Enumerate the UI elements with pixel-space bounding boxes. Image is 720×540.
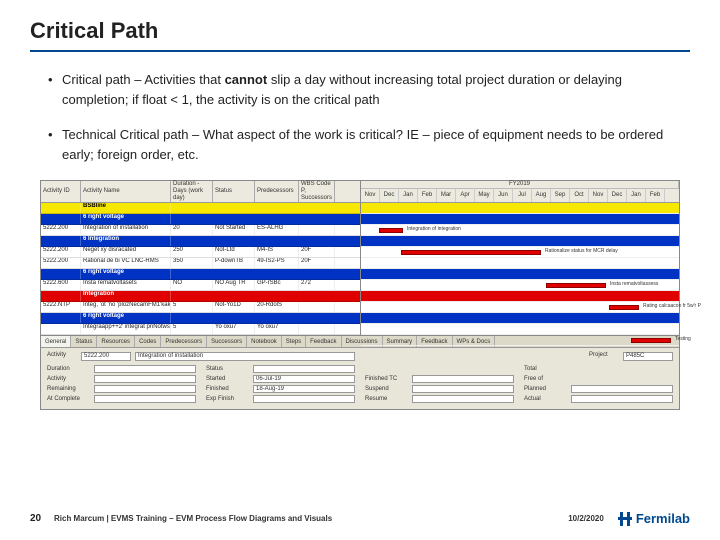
gantt-row: 5222.NTPInteg, 'ot 'no 'plozNecamFM1'kak… (41, 302, 360, 313)
f-started: Started (206, 376, 250, 382)
tl-month: Jul (513, 189, 532, 202)
tl-row (361, 269, 679, 280)
tl-month: Nov (361, 189, 380, 202)
fermilab-logo: Fermilab (618, 511, 690, 526)
page-number: 20 (30, 513, 54, 524)
footer-text: Rich Marcum | EVMS Training – EVM Proces… (54, 514, 568, 523)
tl-body: Integration of integration Rationalize st… (361, 203, 679, 346)
tl-row: Insta rematvoltassess (361, 280, 679, 291)
footer-date: 10/2/2020 (568, 514, 604, 523)
col-pred: Predecessors (255, 181, 299, 202)
f-resume: Resume (365, 396, 409, 402)
detail-panel: Activity 5222.200 Integration of install… (41, 348, 679, 409)
col-status: Status (213, 181, 255, 202)
fermilab-logo-text: Fermilab (636, 511, 690, 526)
project-value: P485C (623, 352, 673, 361)
gantt-row: 5222.600Insta rematvoltasetsNONO Aug TRG… (41, 280, 360, 291)
activity-name: Integration of installation (135, 352, 355, 361)
col-name: Activity Name (81, 181, 171, 202)
bullet-list: • Critical path – Activities that cannot… (48, 70, 690, 164)
tl-row (361, 214, 679, 225)
activity-id: 5222.200 (81, 352, 131, 361)
detail-tab: Resources (97, 336, 135, 347)
gantt-row: 6 right voltage (41, 214, 360, 225)
detail-tab: Predecessors (161, 336, 207, 347)
col-wbs: WBS Code P, Successors (299, 181, 335, 202)
detail-tab: Feedback (306, 336, 341, 347)
gantt-row: 5222.200Rational de bi VC LNC-RMS350P-do… (41, 258, 360, 269)
gantt-row: 5222.200Neget xy disracated250Not-LtdM4-… (41, 247, 360, 258)
detail-tab: Steps (282, 336, 306, 347)
tl-row (361, 291, 679, 302)
gantt-col-headers: Activity ID Activity Name Duration - Day… (41, 181, 360, 203)
f-duration: Duration (47, 366, 91, 372)
project-label: Project (589, 352, 619, 361)
detail-tab: Status (71, 336, 97, 347)
gantt-row: Integraapp++2' integrat pnNotwstr5Yo oxu… (41, 324, 360, 335)
f-actual: Actual (524, 396, 568, 402)
f-total: Total (524, 366, 568, 372)
tl-month: Jan (399, 189, 418, 202)
f-finished: Finished (206, 386, 250, 392)
tl-month: Apr (456, 189, 475, 202)
f-atcomplete: At Complete (47, 396, 91, 402)
tl-month: Oct (570, 189, 589, 202)
tl-year: FY2019 (361, 181, 679, 188)
slide-footer: 20 Rich Marcum | EVMS Training – EVM Pro… (0, 511, 720, 526)
f-freeof: Free of (524, 376, 568, 382)
tl-row: Integration of integration (361, 225, 679, 236)
f-remaining: Remaining (47, 386, 91, 392)
tl-row: Testing (361, 335, 679, 346)
tl-row: Rationalize status for MCR delay (361, 247, 679, 258)
tl-row (361, 258, 679, 269)
tl-row (361, 203, 679, 214)
tl-month: May (475, 189, 494, 202)
tl-month: Sep (551, 189, 570, 202)
col-dur: Duration - Days (work day) (171, 181, 213, 202)
gantt-row: 6 right voltage (41, 269, 360, 280)
fermilab-logo-mark (618, 512, 632, 526)
tl-row: Rating calcaacon fr 5w'r P (361, 302, 679, 313)
tl-month: Dec (608, 189, 627, 202)
tl-months: NovDecJanFebMarAprMayJunJulAugSepOctNovD… (361, 189, 679, 202)
tl-row (361, 236, 679, 247)
bullet-1-pre: Critical path – Activities that (62, 72, 225, 87)
gantt-row: BSBline (41, 203, 360, 214)
f-finishtc: Finished TC (365, 376, 409, 382)
tl-row (361, 313, 679, 324)
tl-month: Jan (627, 189, 646, 202)
tl-row (361, 324, 679, 335)
tl-month: Jun (494, 189, 513, 202)
detail-tab: General (41, 336, 71, 347)
gantt-rows: BSBline6 right voltage5222.200Integratio… (41, 203, 360, 335)
bullet-1: • Critical path – Activities that cannot… (48, 70, 690, 109)
f-planned: Planned (524, 386, 568, 392)
bullet-2-text: Technical Critical path – What aspect of… (62, 125, 690, 164)
tl-month: Dec (380, 189, 399, 202)
gantt-row: 6 right voltage (41, 313, 360, 324)
f-expfinish: Exp Finish (206, 396, 250, 402)
gantt-row: Integration (41, 291, 360, 302)
bullet-2: • Technical Critical path – What aspect … (48, 125, 690, 164)
gantt-screenshot: Activity ID Activity Name Duration - Day… (40, 180, 680, 410)
col-id: Activity ID (41, 181, 81, 202)
tl-month: Aug (532, 189, 551, 202)
gantt-row: 5222.200Integration of installation20Not… (41, 225, 360, 236)
detail-tab: Successors (207, 336, 247, 347)
activity-label: Activity (47, 352, 77, 361)
f-status: Status (206, 366, 250, 372)
gantt-row: 6 Integration (41, 236, 360, 247)
detail-tab: Codes (135, 336, 161, 347)
tl-month: Nov (589, 189, 608, 202)
detail-tab: Notebook (247, 336, 282, 347)
bullet-1-bold: cannot (225, 72, 268, 87)
f-suspend: Suspend (365, 386, 409, 392)
f-activity: Activity (47, 376, 91, 382)
tl-month: Feb (418, 189, 437, 202)
slide-title: Critical Path (30, 18, 690, 52)
tl-month: Mar (437, 189, 456, 202)
tl-month: Feb (646, 189, 665, 202)
